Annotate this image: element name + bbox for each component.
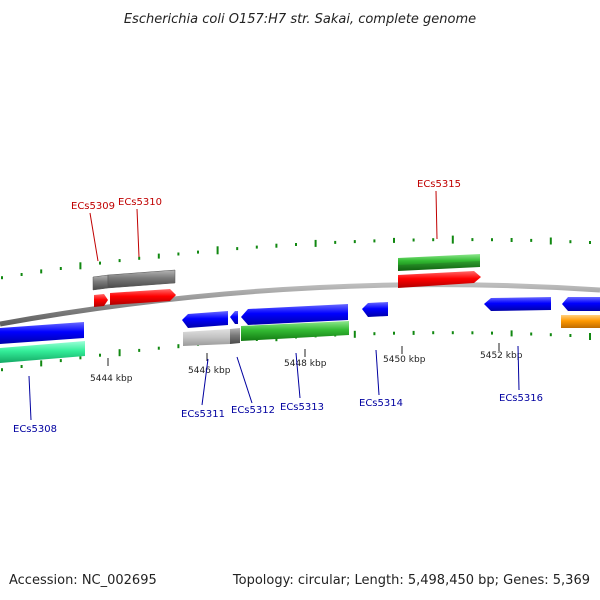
gc-skew-mark [40, 269, 43, 274]
accession-label: Accession: NC_002695 [9, 573, 157, 588]
feature-ecs5310-gray [107, 269, 176, 289]
gc-skew-mark [432, 238, 435, 242]
gc-skew-mark [393, 331, 395, 335]
gc-skew-mark [236, 247, 239, 251]
gc-skew-mark [549, 333, 552, 337]
gc-skew-mark [157, 346, 160, 350]
gc-skew-mark [79, 356, 82, 360]
gc-skew-mark [491, 331, 493, 335]
gc-skew-mark [20, 365, 23, 368]
forward-strand-track [92, 254, 481, 307]
feature-ecs5308-cds [0, 322, 84, 344]
gc-skew-mark [589, 333, 591, 340]
feature-ecs5310-cds [110, 289, 176, 305]
gc-skew-mark [353, 240, 356, 244]
feature-ecs5309-cds [94, 294, 108, 307]
gc-skew-mark [491, 238, 493, 242]
feature-ecs5313-cds [241, 304, 348, 325]
gc-skew-mark [432, 331, 435, 335]
map-title: Escherichia coli O157:H7 str. Sakai, com… [124, 12, 476, 27]
gc-skew-mark [59, 359, 62, 363]
feature-ecs5309-gray [92, 274, 109, 291]
feature-ecs5313-gene [241, 321, 349, 341]
gene-label-ecs5313[interactable]: ECs5313 [280, 402, 324, 413]
gc-skew-mark [20, 273, 23, 276]
gc-skew-mark [118, 259, 121, 263]
label-leaders [28, 190, 520, 421]
gc-skew-mark [471, 331, 474, 335]
gc-skew-mark [275, 243, 278, 248]
scale-axis [107, 343, 500, 366]
gc-skew-mark [157, 253, 160, 259]
gc-skew-mark [569, 334, 572, 337]
feature-ecs5312-cds [230, 311, 238, 324]
scale-label-5444: 5444 kbp [90, 374, 133, 384]
gene-label-ecs5310[interactable]: ECs5310 [118, 197, 162, 208]
gene-label-ecs5314[interactable]: ECs5314 [359, 398, 403, 409]
gc-skew-mark [549, 237, 552, 245]
gc-skew-mark [393, 237, 395, 243]
feature-ecs5315-cds [398, 271, 481, 288]
gc-skew-mark [295, 243, 297, 246]
feature-ecs5316-cds [484, 297, 551, 311]
gc-skew-mark [334, 240, 337, 244]
gc-skew-mark [255, 245, 258, 249]
gc-skew-mark [40, 360, 43, 367]
gc-skew-mark [216, 246, 219, 255]
gc-skew-mark [138, 256, 141, 260]
gc-skew-mark [451, 331, 454, 335]
genome-backbone [0, 282, 600, 327]
feature-ecs5315-gene-lower [398, 261, 480, 271]
gene-label-ecs5308[interactable]: ECs5308 [13, 424, 57, 435]
scale-label-5450: 5450 kbp [383, 355, 426, 365]
gc-skew-mark [530, 238, 533, 242]
gc-skew-mark [138, 348, 141, 352]
feature-ecs5308-gene [0, 341, 85, 363]
gene-label-ecs5312[interactable]: ECs5312 [231, 405, 275, 416]
gc-skew-upper-track [1, 235, 591, 280]
gc-skew-mark [1, 276, 3, 280]
reverse-strand-track [0, 297, 600, 363]
gc-skew-mark [471, 238, 474, 242]
feature-partial-right-cds [562, 297, 600, 311]
gene-label-ecs5311[interactable]: ECs5311 [181, 409, 225, 420]
gc-skew-mark [412, 330, 415, 335]
gene-label-ecs5309[interactable]: ECs5309 [71, 201, 115, 212]
gc-skew-mark [353, 330, 356, 338]
gc-skew-mark [1, 368, 3, 372]
gc-skew-mark [589, 241, 591, 244]
gc-skew-mark [510, 330, 513, 337]
gc-skew-mark [99, 261, 101, 265]
gc-skew-mark [373, 239, 376, 243]
gc-skew-mark [79, 262, 82, 270]
gc-skew-mark [177, 344, 180, 349]
scale-label-5446: 5446 kbp [188, 366, 231, 376]
gene-label-ecs5315[interactable]: ECs5315 [417, 179, 461, 190]
gc-skew-mark [118, 349, 121, 357]
scale-label-5452: 5452 kbp [480, 351, 523, 361]
gc-skew-mark [373, 332, 376, 336]
topology-label: Topology: circular; Length: 5,498,450 bp… [232, 573, 590, 588]
gc-skew-mark [412, 238, 415, 242]
gene-label-ecs5316[interactable]: ECs5316 [499, 393, 543, 404]
gc-skew-mark [197, 250, 199, 254]
gene-labels-reverse: ECs5308 ECs5311 ECs5312 ECs5313 ECs5314 … [13, 393, 543, 435]
gc-skew-mark [177, 252, 180, 256]
scale-labels: 5444 kbp 5446 kbp 5448 kbp 5450 kbp 5452… [90, 351, 523, 384]
gc-skew-mark [530, 332, 533, 336]
gc-skew-mark [569, 240, 572, 244]
gc-skew-mark [99, 353, 101, 357]
gc-skew-mark [59, 267, 62, 270]
feature-ecs5311-gene [183, 329, 230, 346]
feature-ecs5311-cds [182, 311, 228, 328]
scale-label-5448: 5448 kbp [284, 359, 327, 369]
feature-ecs5314-cds [362, 302, 388, 317]
gc-skew-mark [451, 235, 454, 244]
gene-labels-forward: ECs5309 ECs5310 ECs5315 [71, 179, 461, 212]
feature-orange-partial [561, 315, 600, 328]
gc-skew-mark [510, 238, 513, 242]
feature-ecs5312-gene [230, 328, 240, 344]
gc-skew-mark [314, 239, 317, 247]
